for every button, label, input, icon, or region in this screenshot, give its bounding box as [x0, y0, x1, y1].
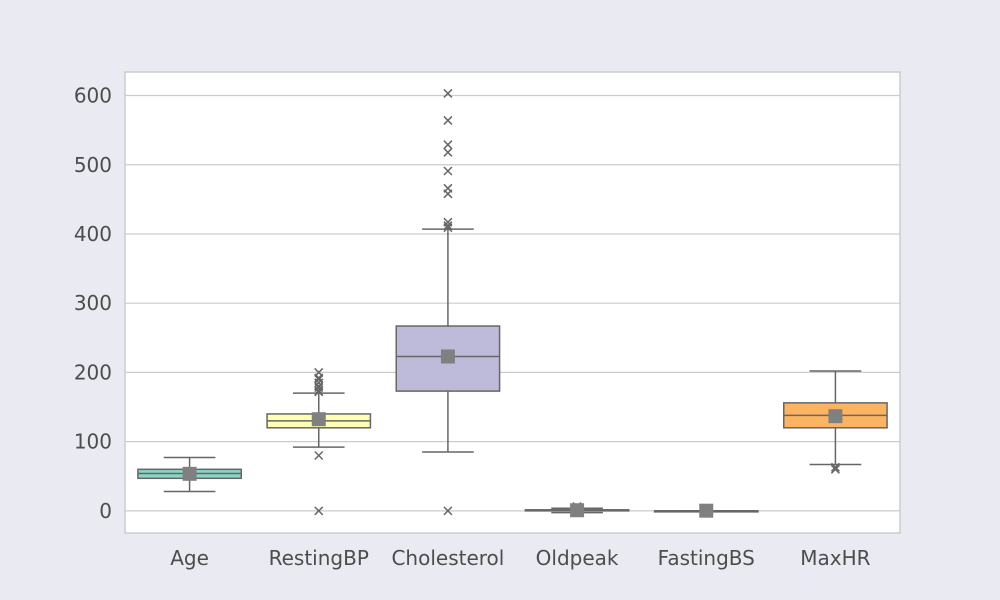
- y-axis-ticks: 0 100 200 300 400 500 600: [74, 84, 112, 523]
- outlier-marker: [443, 506, 453, 516]
- mean-marker: [311, 412, 326, 427]
- mean-marker: [828, 409, 843, 424]
- outlier-stroke: [443, 221, 453, 231]
- outlier-stroke: [443, 166, 453, 176]
- outlier-marker: [443, 166, 453, 176]
- outlier-stroke: [314, 381, 324, 391]
- y-tick-label: 600: [74, 84, 112, 108]
- outlier-marker: [314, 381, 324, 391]
- outlier-stroke: [443, 506, 453, 516]
- outlier-marker: [443, 217, 453, 227]
- y-tick-label: 100: [74, 430, 112, 454]
- plot-area: [125, 72, 900, 533]
- outlier-stroke: [443, 183, 453, 193]
- outlier-marker: [443, 115, 453, 125]
- outlier-stroke: [314, 506, 324, 516]
- box-group-cholesterol: [395, 88, 501, 516]
- y-tick-label: 500: [74, 153, 112, 177]
- x-tick-label: Age: [170, 546, 209, 570]
- outlier-marker: [314, 374, 324, 384]
- outlier-stroke: [314, 450, 324, 461]
- y-tick-label: 0: [99, 499, 112, 523]
- x-tick-label: MaxHR: [800, 546, 870, 570]
- outlier-marker: [314, 450, 324, 461]
- outlier-stroke: [830, 464, 840, 474]
- plot-frame: [124, 71, 901, 534]
- outlier-stroke: [443, 147, 453, 157]
- outlier-marker: [443, 147, 453, 157]
- box-group-fastingbs: [653, 503, 759, 518]
- outlier-stroke: [443, 115, 453, 125]
- outlier-stroke: [443, 217, 453, 227]
- outlier-marker: [314, 385, 324, 395]
- outlier-stroke: [314, 367, 324, 377]
- box-series: [137, 88, 888, 518]
- outlier-marker: [314, 506, 324, 516]
- outlier-stroke: [443, 88, 453, 98]
- box-group-maxhr: [783, 370, 888, 474]
- outlier-stroke: [314, 385, 324, 395]
- y-tick-label: 200: [74, 360, 112, 384]
- y-tick-label: 400: [74, 222, 112, 246]
- y-tick-label: 300: [74, 291, 112, 315]
- x-tick-label: Oldpeak: [536, 546, 619, 570]
- outlier-marker: [830, 464, 840, 474]
- mean-marker: [699, 503, 714, 518]
- outlier-stroke: [830, 462, 840, 472]
- outlier-marker: [443, 183, 453, 193]
- mean-marker: [440, 349, 455, 364]
- outlier-stroke: [314, 374, 324, 384]
- outlier-stroke: [443, 140, 453, 150]
- outlier-marker: [443, 88, 453, 98]
- x-tick-label: Cholesterol: [391, 546, 504, 570]
- grid-lines: [125, 94, 900, 512]
- mean-marker: [570, 503, 585, 518]
- box-group-restingbp: [266, 367, 372, 516]
- x-axis-ticks: Age RestingBP Cholesterol Oldpeak FastingBS M…: [170, 546, 870, 570]
- outlier-marker: [830, 462, 840, 472]
- box-group-age: [137, 456, 243, 493]
- outlier-marker: [443, 140, 453, 150]
- x-tick-label: FastingBS: [658, 546, 755, 570]
- box-group-oldpeak: [524, 502, 630, 518]
- outlier-marker: [443, 221, 453, 231]
- x-tick-label: RestingBP: [269, 546, 369, 570]
- outlier-marker: [314, 367, 324, 377]
- mean-marker: [182, 466, 197, 481]
